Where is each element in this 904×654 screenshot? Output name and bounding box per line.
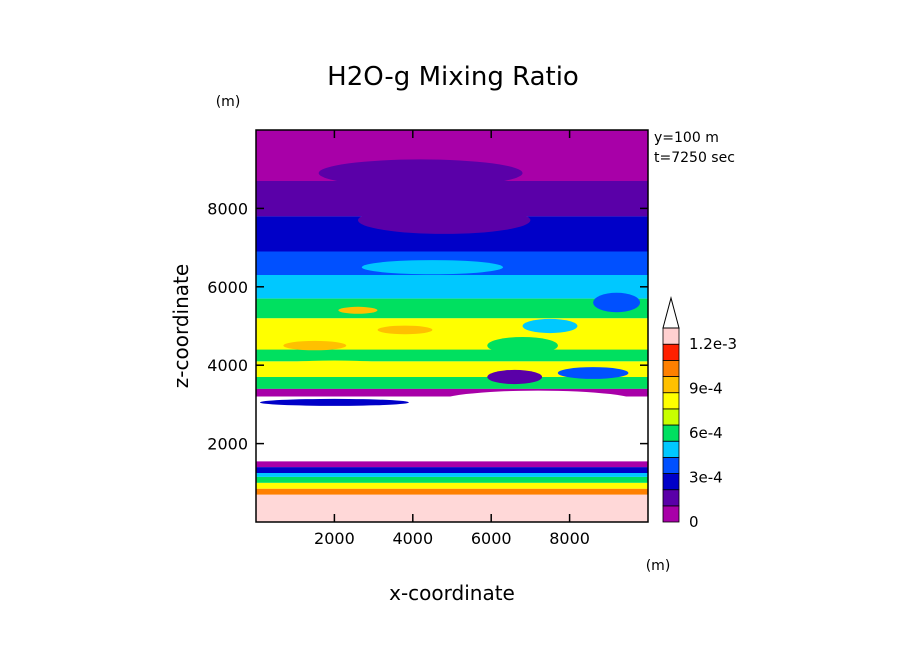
colorbar-swatch-10 (662, 343, 680, 361)
x-tick-label-0: 2000 (314, 529, 355, 548)
contour-band-1 (256, 488, 648, 495)
x-ticks: 2000 4000 6000 8000 (314, 130, 590, 548)
contour-patch-7 (593, 292, 641, 313)
contour-patch-8 (487, 369, 543, 385)
contour-band-11 (256, 349, 648, 362)
contour-band-14 (256, 275, 648, 299)
colorbar-label-3: 9e-4 (689, 380, 723, 398)
colorbar-swatch-0 (662, 505, 680, 523)
contour-patch-1 (358, 206, 531, 234)
y-ticks: 2000 4000 6000 8000 (207, 199, 648, 454)
y-tick-label-1: 4000 (207, 356, 248, 375)
x-axis-label: x-coordinate (389, 581, 515, 605)
y-tick-label-2: 6000 (207, 278, 248, 297)
colorbar-swatch-8 (662, 376, 680, 394)
colorbar-label-2: 6e-4 (689, 424, 723, 442)
colorbar-swatch-9 (662, 359, 680, 377)
y-tick-label-0: 2000 (207, 435, 248, 454)
contour-patch-6 (522, 318, 578, 334)
contour-patch-11 (436, 390, 641, 415)
colorbar-label-1: 3e-4 (689, 469, 723, 487)
contour-patch-9 (557, 367, 629, 379)
contour-patch-5 (487, 337, 558, 355)
chart-title: H2O-g Mixing Ratio (327, 62, 579, 92)
contour-patch-12 (361, 260, 503, 275)
contour-features (259, 159, 641, 415)
x-tick-label-2: 6000 (471, 529, 512, 548)
time-annotation-y: y=100 m (654, 130, 719, 146)
y-unit-label: (m) (216, 94, 241, 110)
contour-band-3 (256, 476, 648, 483)
contour-band-0 (256, 494, 648, 522)
colorbar-extend-arrow (662, 296, 680, 329)
colorbar-swatch-4 (662, 440, 680, 458)
colorbar-swatch-3 (662, 456, 680, 474)
y-axis-label: z-coordinate (169, 264, 193, 388)
contour-band-2 (256, 482, 648, 489)
colorbar-labels: 0 3e-4 6e-4 9e-4 1.2e-3 (689, 335, 737, 531)
colorbar-swatch-6 (662, 408, 680, 426)
contour-patch-0 (318, 159, 523, 187)
contour-band-5 (256, 467, 648, 473)
contour-band-4 (256, 473, 648, 477)
time-annotation-t: t=7250 sec (654, 150, 735, 166)
colorbar-swatch-7 (662, 392, 680, 410)
x-tick-label-3: 8000 (549, 529, 590, 548)
colorbar-swatch-11 (662, 327, 680, 345)
colorbar-swatch-5 (662, 424, 680, 442)
x-tick-label-1: 4000 (392, 529, 433, 548)
colorbar-label-4: 1.2e-3 (689, 335, 737, 353)
colorbar-swatch-1 (662, 489, 680, 507)
contour-patch-4 (338, 306, 378, 314)
contour-patch-10 (259, 398, 409, 406)
plot-area (256, 130, 648, 522)
contour-patch-2 (283, 340, 347, 351)
contour-band-9 (256, 377, 648, 389)
x-unit-label: (m) (646, 558, 671, 574)
contour-band-13 (256, 298, 648, 319)
plot-frame (255, 129, 649, 523)
y-tick-label-3: 8000 (207, 199, 248, 218)
contour-band-6 (256, 461, 648, 468)
colorbar (662, 296, 680, 523)
colorbar-label-0: 0 (689, 513, 699, 531)
contour-band-8 (256, 388, 648, 397)
contour-patch-3 (377, 325, 433, 335)
colorbar-swatch-2 (662, 473, 680, 491)
contour-patch-13 (275, 360, 394, 370)
